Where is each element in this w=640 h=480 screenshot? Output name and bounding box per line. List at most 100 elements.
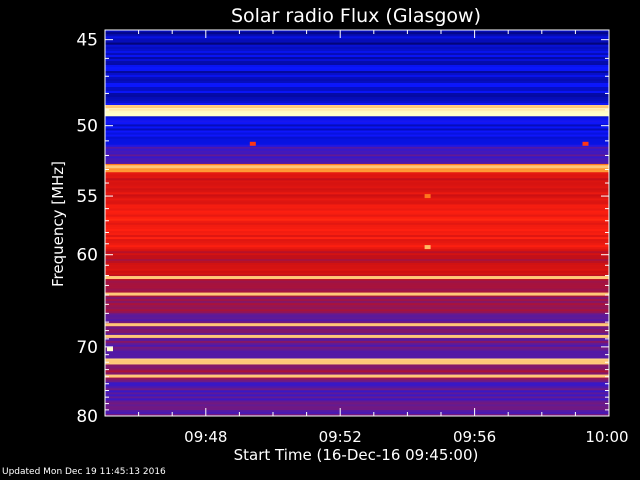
hot-spot-2 bbox=[249, 141, 256, 146]
band-6-row-14 bbox=[105, 200, 609, 203]
hot-spot-1 bbox=[424, 245, 431, 250]
band-4-row-4 bbox=[105, 154, 609, 157]
band-8-row-0 bbox=[105, 249, 609, 252]
band-6-row-9 bbox=[105, 190, 609, 193]
band-3-row-9 bbox=[105, 134, 609, 138]
band-9-row-7 bbox=[105, 294, 609, 298]
y-tick-label-70: 70 bbox=[76, 338, 98, 358]
band-8-row-4 bbox=[105, 257, 609, 260]
y-tick-label-80: 80 bbox=[76, 407, 98, 427]
band-11-row-0 bbox=[105, 358, 609, 361]
x-axis-ticks: 09:48 09:52 09:56 10:00 bbox=[138, 30, 629, 446]
band-9-row-9 bbox=[105, 298, 609, 302]
band-1-row-7 bbox=[105, 64, 609, 68]
band-10-row-17 bbox=[105, 346, 609, 350]
band-1-row-23 bbox=[105, 97, 609, 100]
band-10-row-18 bbox=[105, 348, 609, 352]
x-axis-label: Start Time (16-Dec-16 09:45:00) bbox=[234, 446, 479, 464]
band-10-row-7 bbox=[105, 327, 609, 330]
band-13-row-3 bbox=[105, 386, 609, 389]
band-1-row-16 bbox=[105, 83, 609, 86]
band-1-row-0 bbox=[105, 50, 609, 54]
band-14-row-5 bbox=[105, 410, 609, 413]
band-6-row-7 bbox=[105, 186, 609, 189]
band-4-row-6 bbox=[105, 158, 609, 161]
band-3-row-3 bbox=[105, 122, 609, 125]
band-10-row-9 bbox=[105, 331, 609, 334]
band-6-row-11 bbox=[105, 194, 609, 197]
band-8-row-11 bbox=[105, 270, 609, 274]
band-8-row-10 bbox=[105, 268, 609, 272]
band-7-row-19 bbox=[105, 241, 609, 244]
band-0-row-9 bbox=[105, 48, 609, 52]
band-10-row-2 bbox=[105, 317, 609, 320]
band-13-row-8 bbox=[105, 396, 609, 399]
plot-frame bbox=[104, 29, 610, 417]
y-axis-ticks: 45 50 55 60 70 80 bbox=[76, 31, 609, 427]
bright-line-5 bbox=[105, 334, 609, 338]
band-10-row-14 bbox=[105, 340, 609, 344]
band-14-row-3 bbox=[105, 406, 609, 409]
band-8-row-3 bbox=[105, 255, 609, 258]
band-1-row-13 bbox=[105, 77, 609, 80]
band-8-row-9 bbox=[105, 266, 609, 270]
hot-spot-4 bbox=[107, 347, 113, 352]
band-10-row-16 bbox=[105, 344, 609, 348]
band-7-row-4 bbox=[105, 210, 609, 213]
band-13-row-9 bbox=[105, 398, 609, 401]
band-1-row-17 bbox=[105, 85, 609, 88]
band-10-row-8 bbox=[105, 329, 609, 332]
band-6-row-0 bbox=[105, 172, 609, 175]
band-4-row-7 bbox=[105, 160, 609, 163]
band-11-row-2 bbox=[105, 362, 609, 365]
band-0-row-3 bbox=[105, 36, 609, 39]
band-0-row-6 bbox=[105, 42, 609, 46]
updated-timestamp: Updated Mon Dec 19 11:45:13 2016 bbox=[2, 467, 166, 477]
band-7-row-18 bbox=[105, 239, 609, 242]
band-1-row-15 bbox=[105, 81, 609, 84]
band-7-row-5 bbox=[105, 212, 609, 216]
band-5-row-3 bbox=[105, 170, 609, 173]
band-7-row-7 bbox=[105, 216, 609, 220]
band-10-row-3 bbox=[105, 319, 609, 322]
band-1-row-10 bbox=[105, 71, 609, 74]
band-12-row-7 bbox=[105, 378, 609, 381]
band-8-row-5 bbox=[105, 259, 609, 262]
band-10-row-22 bbox=[105, 356, 609, 359]
bright-line-6 bbox=[105, 359, 609, 363]
band-5-row-2 bbox=[105, 168, 609, 171]
band-0-row-5 bbox=[105, 40, 609, 43]
band-4-row-8 bbox=[105, 162, 609, 165]
band-1-row-24 bbox=[105, 99, 609, 102]
band-1-row-20 bbox=[105, 91, 609, 94]
band-7-row-8 bbox=[105, 218, 609, 222]
band-4-row-2 bbox=[105, 150, 609, 153]
band-12-row-1 bbox=[105, 366, 609, 369]
band-2-row-3 bbox=[105, 110, 609, 113]
band-8-row-1 bbox=[105, 251, 609, 254]
band-3-row-2 bbox=[105, 120, 609, 123]
band-8-row-6 bbox=[105, 261, 609, 264]
band-7-row-22 bbox=[105, 247, 609, 250]
band-10-row-1 bbox=[105, 315, 609, 318]
band-3-row-1 bbox=[105, 118, 609, 121]
band-1-row-1 bbox=[105, 52, 609, 56]
band-6-row-3 bbox=[105, 178, 609, 181]
band-3-row-5 bbox=[105, 126, 609, 129]
band-7-row-11 bbox=[105, 224, 609, 228]
band-6-row-8 bbox=[105, 188, 609, 191]
band-4-row-5 bbox=[105, 156, 609, 159]
band-9-row-4 bbox=[105, 288, 609, 292]
band-7-row-13 bbox=[105, 228, 609, 232]
band-7-row-3 bbox=[105, 208, 609, 211]
bright-line-3 bbox=[105, 292, 609, 296]
band-7-row-20 bbox=[105, 243, 609, 246]
band-6-row-4 bbox=[105, 180, 609, 183]
band-7-row-6 bbox=[105, 214, 609, 218]
band-8-row-12 bbox=[105, 272, 609, 276]
band-7-row-2 bbox=[105, 206, 609, 209]
bright-line-7 bbox=[105, 374, 609, 378]
bright-line-0 bbox=[105, 105, 609, 109]
band-6-row-13 bbox=[105, 198, 609, 201]
band-1-row-9 bbox=[105, 69, 609, 72]
